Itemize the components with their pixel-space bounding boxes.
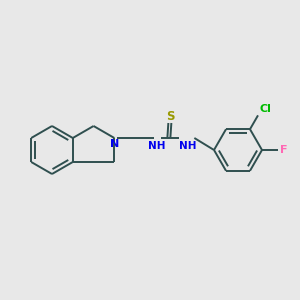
Text: Cl: Cl [259,104,271,114]
Text: NH: NH [178,141,196,151]
Text: N: N [110,139,119,149]
Text: NH: NH [148,141,165,151]
Text: S: S [166,110,175,124]
Text: F: F [280,145,287,155]
